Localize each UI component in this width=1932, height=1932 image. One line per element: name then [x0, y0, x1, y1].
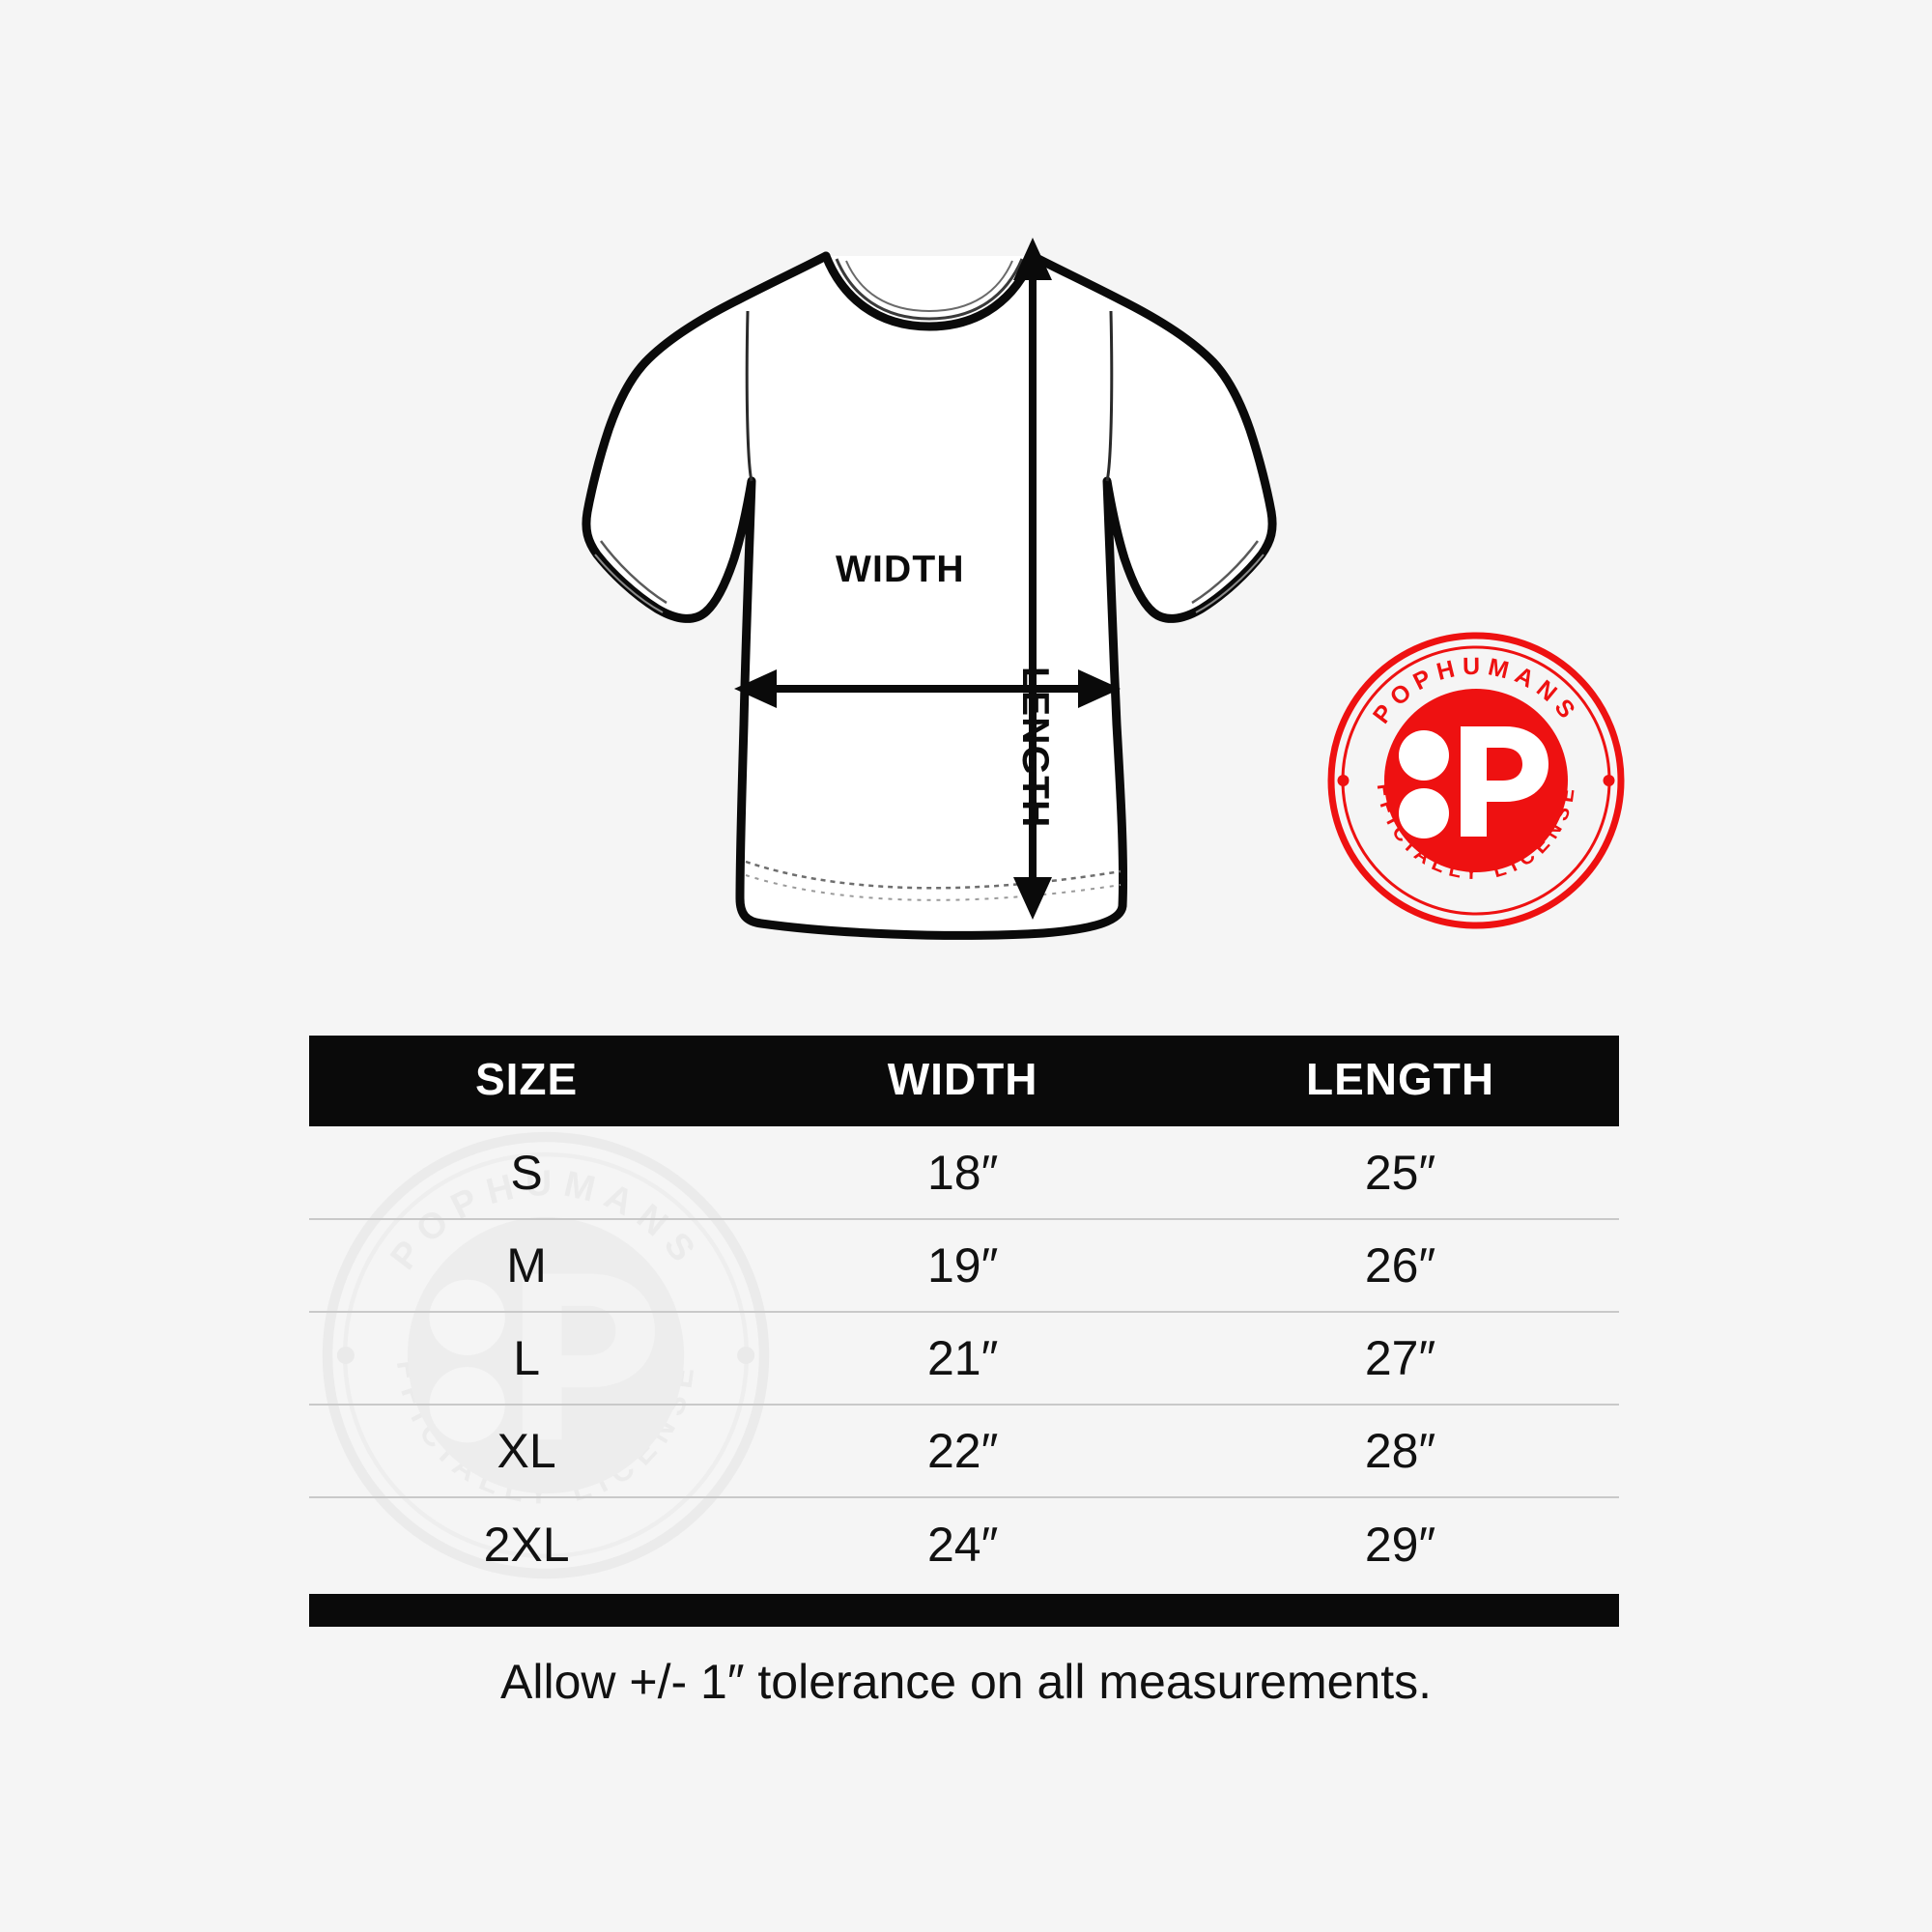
badge-dot-right: [1603, 775, 1615, 786]
badge-dot-left: [1337, 775, 1350, 786]
width-arrow-head-left: [734, 669, 777, 708]
tshirt-left-sleeve-hem-1: [599, 540, 668, 605]
tshirt-collar-ribbing: [845, 260, 1013, 313]
tolerance-note: Allow +/- 1″ tolerance on all measuremen…: [500, 1655, 1432, 1709]
cell-width: 22″: [744, 1405, 1182, 1498]
cell-width: 19″: [744, 1219, 1182, 1313]
length-arrow-head-bottom: [1013, 877, 1052, 920]
table-row: M 19″ 26″: [309, 1219, 1619, 1313]
table-row: XL 22″ 28″: [309, 1405, 1619, 1498]
tshirt-left-sleeve-hem-2: [594, 554, 664, 613]
width-arrow-head-right: [1078, 669, 1121, 708]
column-header-size: SIZE: [309, 1036, 745, 1126]
tshirt-illustration: [541, 222, 1314, 995]
table-bottom-bar: [309, 1594, 1619, 1627]
badge-colon-dot-top: [1399, 730, 1449, 781]
cell-length: 28″: [1181, 1405, 1619, 1498]
cell-size: M: [309, 1219, 745, 1313]
badge-colon-dot-bottom: [1399, 788, 1449, 838]
table-row: 2XL 24″ 29″: [309, 1497, 1619, 1590]
tshirt-collar-outer: [821, 251, 1037, 331]
pophumans-badge: POPHUMANS OFFICIALLY LICENSED: [1325, 630, 1627, 931]
tshirt-right-sleeve-hem-1: [1191, 540, 1260, 605]
size-table-body: S 18″ 25″ M 19″ 26″ L 21″ 27″ XL 22″: [309, 1126, 1619, 1590]
tshirt-left-shoulder-seam: [745, 310, 753, 482]
badge-outer-ring: [1327, 632, 1625, 929]
cell-length: 27″: [1181, 1312, 1619, 1406]
size-table-head: SIZE WIDTH LENGTH: [309, 1036, 1619, 1126]
badge-monogram-p: [1461, 726, 1548, 837]
cell-size: L: [309, 1312, 745, 1406]
cell-size: 2XL: [483, 1517, 570, 1572]
cell-size: XL: [309, 1405, 745, 1498]
cell-width: 24″: [926, 1517, 999, 1572]
tshirt-svg: [582, 238, 1277, 940]
column-header-length: LENGTH: [1181, 1036, 1619, 1126]
length-measurement-label: LENGTH: [1014, 667, 1056, 829]
tshirt-collar-inner: [835, 258, 1024, 321]
table-row: S 18″ 25″: [309, 1126, 1619, 1220]
length-arrow-head-top: [1013, 238, 1052, 280]
cell-length: 29″: [1364, 1517, 1436, 1572]
size-table-container: SIZE WIDTH LENGTH S 18″ 25″ M 19″ 26″ L: [309, 1036, 1619, 1590]
width-measurement-label: WIDTH: [836, 549, 965, 590]
table-row: L 21″ 27″: [309, 1312, 1619, 1406]
cell-width: 21″: [744, 1312, 1182, 1406]
cell-size: S: [309, 1126, 745, 1220]
cell-length: 25″: [1181, 1126, 1619, 1220]
column-header-width: WIDTH: [744, 1036, 1182, 1126]
tshirt-right-sleeve-hem-2: [1195, 554, 1264, 613]
cell-length: 26″: [1181, 1219, 1619, 1313]
size-table: SIZE WIDTH LENGTH S 18″ 25″ M 19″ 26″ L: [309, 1036, 1619, 1590]
table-header-row: SIZE WIDTH LENGTH: [309, 1036, 1619, 1126]
pophumans-badge-svg: POPHUMANS OFFICIALLY LICENSED: [1325, 630, 1625, 929]
tshirt-right-shoulder-seam: [1105, 310, 1114, 482]
tshirt-body-outline: [582, 251, 1277, 940]
cell-width: 18″: [744, 1126, 1182, 1220]
